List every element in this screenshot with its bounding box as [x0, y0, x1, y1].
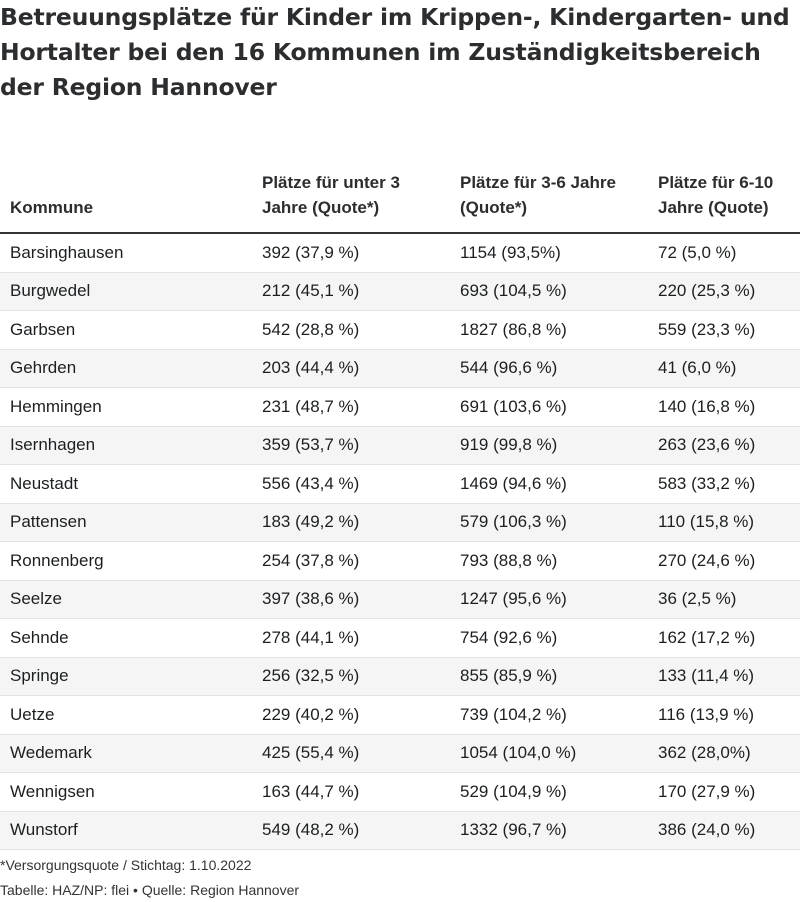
cell-kommune: Wunstorf	[0, 811, 252, 850]
cell-kommune: Neustadt	[0, 464, 252, 504]
cell-3-6: 1247 (95,6 %)	[450, 580, 648, 619]
cell-6-10: 583 (33,2 %)	[648, 464, 800, 504]
cell-6-10: 559 (23,3 %)	[648, 310, 800, 350]
table-row: Seelze 397 (38,6 %) 1247 (95,6 %) 36 (2,5 %…	[0, 580, 800, 619]
cell-6-10: 116 (13,9 %)	[648, 695, 800, 735]
cell-3-6: 1332 (96,7 %)	[450, 811, 648, 850]
cell-3-6: 691 (103,6 %)	[450, 387, 648, 427]
cell-kommune: Wennigsen	[0, 772, 252, 812]
cell-kommune: Ronnenberg	[0, 541, 252, 581]
table-row: Burgwedel 212 (45,1 %) 693 (104,5 %) 220 (2…	[0, 272, 800, 311]
cell-kommune: Sehnde	[0, 618, 252, 658]
cell-kommune: Garbsen	[0, 310, 252, 350]
table-row: Isernhagen 359 (53,7 %) 919 (99,8 %) 263 (2…	[0, 426, 800, 465]
cell-kommune: Springe	[0, 657, 252, 696]
cell-unter-3: 542 (28,8 %)	[252, 310, 450, 350]
cell-kommune: Barsinghausen	[0, 233, 252, 273]
table-row: Wennigsen 163 (44,7 %) 529 (104,9 %) 170 (2…	[0, 772, 800, 812]
cell-kommune: Hemmingen	[0, 387, 252, 427]
table-row: Barsinghausen 392 (37,9 %) 1154 (93,5%) 72 …	[0, 233, 800, 273]
cell-unter-3: 359 (53,7 %)	[252, 426, 450, 465]
table-row: Uetze 229 (40,2 %) 739 (104,2 %) 116 (13,9 …	[0, 695, 800, 735]
cell-unter-3: 278 (44,1 %)	[252, 618, 450, 658]
cell-3-6: 529 (104,9 %)	[450, 772, 648, 812]
footnote: *Versorgungsquote / Stichtag: 1.10.2022	[0, 857, 252, 873]
table-row: Garbsen 542 (28,8 %) 1827 (86,8 %) 559 (23,…	[0, 310, 800, 350]
cell-kommune: Seelze	[0, 580, 252, 619]
table-row: Sehnde 278 (44,1 %) 754 (92,6 %) 162 (17,2 …	[0, 618, 800, 658]
cell-6-10: 133 (11,4 %)	[648, 657, 800, 696]
cell-kommune: Isernhagen	[0, 426, 252, 465]
cell-6-10: 72 (5,0 %)	[648, 233, 800, 273]
cell-3-6: 739 (104,2 %)	[450, 695, 648, 735]
cell-6-10: 270 (24,6 %)	[648, 541, 800, 581]
cell-unter-3: 256 (32,5 %)	[252, 657, 450, 696]
cell-3-6: 919 (99,8 %)	[450, 426, 648, 465]
cell-3-6: 793 (88,8 %)	[450, 541, 648, 581]
cell-unter-3: 425 (55,4 %)	[252, 734, 450, 773]
cell-3-6: 1469 (94,6 %)	[450, 464, 648, 504]
cell-unter-3: 163 (44,7 %)	[252, 772, 450, 812]
table-row: Wunstorf 549 (48,2 %) 1332 (96,7 %) 386 (24…	[0, 811, 800, 850]
table-row: Ronnenberg 254 (37,8 %) 793 (88,8 %) 270 (2…	[0, 541, 800, 581]
cell-kommune: Wedemark	[0, 734, 252, 773]
cell-unter-3: 254 (37,8 %)	[252, 541, 450, 581]
source-line: Tabelle: HAZ/NP: flei • Quelle: Region H…	[0, 882, 300, 898]
table-header-row: Kommune Plätze für unter 3 Jahre (Quote*…	[0, 140, 800, 233]
column-header-6-10: Plätze für 6-10 Jahre (Quote)	[658, 173, 774, 217]
table-row: Springe 256 (32,5 %) 855 (85,9 %) 133 (11,4…	[0, 657, 800, 696]
cell-unter-3: 183 (49,2 %)	[252, 503, 450, 542]
cell-6-10: 140 (16,8 %)	[648, 387, 800, 427]
table-row: Neustadt 556 (43,4 %) 1469 (94,6 %) 583 (33…	[0, 464, 800, 504]
cell-6-10: 362 (28,0%)	[648, 734, 800, 773]
table-row: Wedemark 425 (55,4 %) 1054 (104,0 %) 362 (2…	[0, 734, 800, 773]
cell-unter-3: 229 (40,2 %)	[252, 695, 450, 735]
cell-kommune: Pattensen	[0, 503, 252, 542]
cell-6-10: 162 (17,2 %)	[648, 618, 800, 658]
cell-unter-3: 397 (38,6 %)	[252, 580, 450, 619]
table-row: Gehrden 203 (44,4 %) 544 (96,6 %) 41 (6,0 %…	[0, 349, 800, 388]
cell-3-6: 1154 (93,5%)	[450, 233, 648, 273]
cell-3-6: 855 (85,9 %)	[450, 657, 648, 696]
cell-unter-3: 392 (37,9 %)	[252, 233, 450, 273]
cell-3-6: 579 (106,3 %)	[450, 503, 648, 542]
cell-3-6: 693 (104,5 %)	[450, 272, 648, 311]
chart-title: Betreuungsplätze für Kinder im Krippen-,…	[0, 3, 790, 101]
cell-unter-3: 203 (44,4 %)	[252, 349, 450, 388]
cell-3-6: 1827 (86,8 %)	[450, 310, 648, 350]
column-header-kommune: Kommune	[10, 198, 94, 217]
cell-unter-3: 231 (48,7 %)	[252, 387, 450, 427]
table-body: Barsinghausen 392 (37,9 %) 1154 (93,5%) 72 …	[0, 233, 800, 850]
cell-6-10: 170 (27,9 %)	[648, 772, 800, 812]
cell-6-10: 41 (6,0 %)	[648, 349, 800, 388]
cell-6-10: 220 (25,3 %)	[648, 272, 800, 311]
column-header-unter-3: Plätze für unter 3 Jahre (Quote*)	[262, 173, 400, 217]
cell-6-10: 36 (2,5 %)	[648, 580, 800, 619]
cell-6-10: 386 (24,0 %)	[648, 811, 800, 850]
cell-3-6: 544 (96,6 %)	[450, 349, 648, 388]
cell-kommune: Uetze	[0, 695, 252, 735]
cell-6-10: 110 (15,8 %)	[648, 503, 800, 542]
table-row: Pattensen 183 (49,2 %) 579 (106,3 %) 110 (1…	[0, 503, 800, 542]
data-table: Kommune Plätze für unter 3 Jahre (Quote*…	[0, 140, 800, 850]
cell-unter-3: 556 (43,4 %)	[252, 464, 450, 504]
cell-6-10: 263 (23,6 %)	[648, 426, 800, 465]
cell-kommune: Burgwedel	[0, 272, 252, 311]
cell-3-6: 754 (92,6 %)	[450, 618, 648, 658]
table-row: Hemmingen 231 (48,7 %) 691 (103,6 %) 140 (1…	[0, 387, 800, 427]
column-header-3-6: Plätze für 3-6 Jahre (Quote*)	[460, 173, 616, 217]
cell-3-6: 1054 (104,0 %)	[450, 734, 648, 773]
cell-unter-3: 549 (48,2 %)	[252, 811, 450, 850]
cell-kommune: Gehrden	[0, 349, 252, 388]
cell-unter-3: 212 (45,1 %)	[252, 272, 450, 311]
